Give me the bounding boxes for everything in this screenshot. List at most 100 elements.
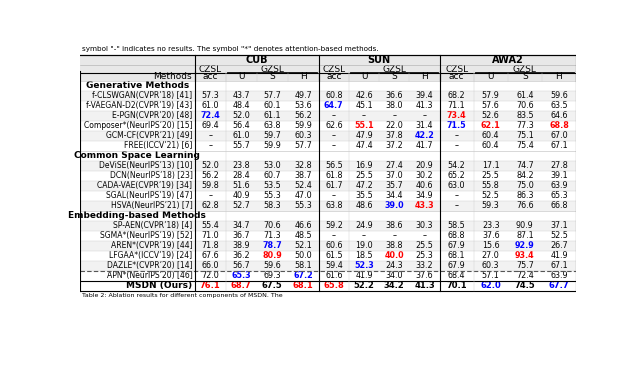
Bar — [80, 181, 576, 191]
Text: 68.2: 68.2 — [448, 91, 465, 100]
Text: 34.0: 34.0 — [385, 271, 403, 280]
Text: 35.5: 35.5 — [355, 191, 373, 200]
Text: 28.4: 28.4 — [232, 171, 250, 180]
Text: 60.3: 60.3 — [294, 131, 312, 140]
Text: 70.1: 70.1 — [446, 282, 467, 290]
Text: 60.7: 60.7 — [264, 171, 281, 180]
Text: 71.0: 71.0 — [202, 231, 219, 240]
Text: 52.5: 52.5 — [482, 191, 500, 200]
Text: –: – — [454, 141, 459, 150]
Text: 67.7: 67.7 — [548, 282, 569, 290]
Text: 36.7: 36.7 — [232, 231, 250, 240]
Text: 56.2: 56.2 — [202, 171, 219, 180]
Text: 26.7: 26.7 — [550, 242, 568, 251]
Text: 57.1: 57.1 — [482, 271, 500, 280]
Bar — [195, 73, 226, 81]
Text: 61.5: 61.5 — [325, 251, 342, 260]
Text: 74.7: 74.7 — [516, 161, 534, 170]
Text: 42.6: 42.6 — [355, 91, 373, 100]
Text: 48.5: 48.5 — [294, 231, 312, 240]
Text: 63.5: 63.5 — [550, 101, 568, 110]
Text: 37.6: 37.6 — [482, 231, 500, 240]
Text: 38.9: 38.9 — [232, 242, 250, 251]
Text: –: – — [422, 231, 426, 240]
Bar — [319, 73, 349, 81]
Bar — [80, 151, 576, 161]
Bar — [80, 201, 576, 211]
Text: SUN: SUN — [367, 55, 390, 65]
Text: 41.9: 41.9 — [355, 271, 373, 280]
Text: H: H — [421, 73, 428, 81]
Text: –: – — [208, 131, 212, 140]
Text: –: – — [362, 111, 366, 120]
Text: 59.2: 59.2 — [325, 222, 343, 231]
Text: 60.6: 60.6 — [325, 242, 342, 251]
Text: 36.6: 36.6 — [385, 91, 403, 100]
Text: 68.1: 68.1 — [448, 251, 465, 260]
Text: DeViSE(NeurIPS’13) [10]: DeViSE(NeurIPS’13) [10] — [99, 161, 193, 170]
Bar — [80, 121, 576, 131]
Bar — [80, 55, 195, 65]
Text: 72.4: 72.4 — [516, 271, 534, 280]
Text: f-VAEGAN-D2(CVPR’19) [43]: f-VAEGAN-D2(CVPR’19) [43] — [86, 101, 193, 110]
Text: S: S — [522, 73, 528, 81]
Text: 52.4: 52.4 — [294, 181, 312, 191]
Text: 35.7: 35.7 — [385, 181, 403, 191]
Text: 47.2: 47.2 — [355, 181, 373, 191]
Text: 67.5: 67.5 — [262, 282, 283, 290]
Text: CUB: CUB — [246, 55, 268, 65]
Text: 34.7: 34.7 — [232, 222, 250, 231]
Bar — [80, 91, 576, 101]
Text: 59.4: 59.4 — [325, 262, 342, 271]
Bar — [474, 73, 508, 81]
Text: 62.1: 62.1 — [481, 121, 500, 130]
Text: 22.0: 22.0 — [385, 121, 403, 130]
Text: 53.5: 53.5 — [263, 181, 281, 191]
Text: 53.0: 53.0 — [264, 161, 281, 170]
Text: 61.4: 61.4 — [516, 91, 534, 100]
Bar — [379, 73, 410, 81]
Text: S: S — [392, 73, 397, 81]
Text: 52.1: 52.1 — [294, 242, 312, 251]
Text: 62.0: 62.0 — [481, 282, 501, 290]
Text: 59.8: 59.8 — [202, 181, 219, 191]
Text: 52.7: 52.7 — [232, 201, 250, 211]
Text: 65.3: 65.3 — [550, 191, 568, 200]
Text: 38.6: 38.6 — [385, 222, 403, 231]
Text: 40.0: 40.0 — [385, 251, 404, 260]
Text: 57.7: 57.7 — [263, 91, 281, 100]
Text: 62.6: 62.6 — [325, 121, 342, 130]
Text: 57.6: 57.6 — [482, 101, 500, 110]
Text: 72.4: 72.4 — [200, 111, 220, 120]
Text: DAZLE*(CVPR’20) [14]: DAZLE*(CVPR’20) [14] — [107, 262, 193, 271]
Text: 19.0: 19.0 — [355, 242, 373, 251]
Text: 49.7: 49.7 — [294, 91, 312, 100]
Text: E-PGN(CVPR’20) [48]: E-PGN(CVPR’20) [48] — [112, 111, 193, 120]
Text: 52.5: 52.5 — [550, 231, 568, 240]
Text: GCM-CF(CVPR’21) [49]: GCM-CF(CVPR’21) [49] — [106, 131, 193, 140]
Text: 67.1: 67.1 — [550, 262, 568, 271]
Text: 46.6: 46.6 — [294, 222, 312, 231]
Text: 57.3: 57.3 — [202, 91, 219, 100]
Text: –: – — [208, 141, 212, 150]
Text: 67.6: 67.6 — [202, 251, 219, 260]
Text: 16.9: 16.9 — [355, 161, 373, 170]
Text: 27.4: 27.4 — [385, 161, 403, 170]
Text: U: U — [488, 73, 494, 81]
Text: –: – — [332, 191, 336, 200]
Bar — [349, 73, 379, 81]
Text: 52.6: 52.6 — [482, 111, 500, 120]
Bar — [195, 65, 319, 73]
Text: 65.3: 65.3 — [232, 271, 251, 280]
Text: 60.1: 60.1 — [264, 101, 281, 110]
Text: 24.9: 24.9 — [355, 222, 373, 231]
Bar — [80, 261, 576, 271]
Text: 52.0: 52.0 — [232, 111, 250, 120]
Text: 33.2: 33.2 — [415, 262, 433, 271]
Bar — [80, 271, 576, 281]
Text: 31.4: 31.4 — [416, 121, 433, 130]
Text: 56.2: 56.2 — [294, 111, 312, 120]
Bar — [80, 241, 576, 251]
Text: 68.7: 68.7 — [231, 282, 252, 290]
Text: Common Space Learning: Common Space Learning — [74, 151, 200, 160]
